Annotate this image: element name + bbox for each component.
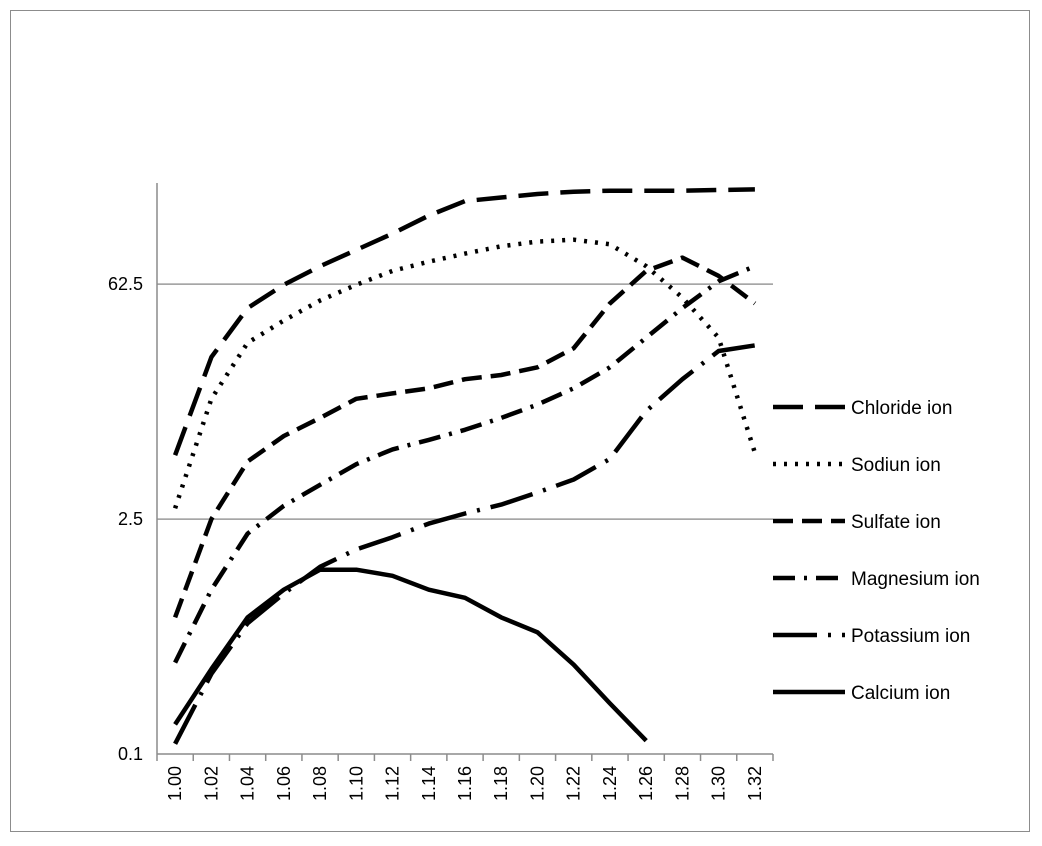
series-lines [172, 187, 758, 745]
series-line-magnesium-ion [173, 264, 756, 664]
legend: Chloride ion Sodiun ion Sulfate ion Magnesi… [773, 398, 980, 704]
series-line-chloride-ion [172, 187, 755, 456]
x-tick-label: 1.20 [527, 766, 547, 801]
series-line-potassium-ion [173, 343, 756, 745]
gridlines [157, 283, 773, 520]
axes: 0.1 2.5 62.5 1.00 1.02 1.04 1.06 1.08 1.10 1.12 1.… [108, 183, 774, 801]
x-tick-label: 1.22 [564, 766, 584, 801]
legend-item: Potassium ion [773, 626, 970, 647]
x-tick-label: 1.12 [383, 766, 403, 801]
x-tick-label: 1.28 [672, 766, 692, 801]
series-line-calcium-ion [173, 567, 648, 743]
legend-label: Sodiun ion [851, 455, 941, 476]
x-tick-label: 1.18 [491, 766, 511, 801]
x-tick-label: 1.00 [165, 766, 185, 801]
series-line-sodiun-ion [172, 237, 758, 510]
chart-frame [10, 10, 1030, 832]
y-tick-label: 2.5 [118, 509, 143, 529]
legend-item: Calcium ion [773, 683, 950, 704]
x-tick-label: 1.16 [455, 766, 475, 801]
legend-label: Magnesium ion [851, 569, 980, 590]
legend-label: Calcium ion [851, 683, 950, 704]
x-tick-label: 1.08 [310, 766, 330, 801]
y-tick-label: 0.1 [118, 744, 143, 764]
y-tick-label: 62.5 [108, 274, 143, 294]
legend-label: Sulfate ion [851, 512, 941, 533]
x-tick-label: 1.30 [709, 766, 729, 801]
x-tick-label: 1.06 [274, 766, 294, 801]
series-line-sulfate-ion [172, 255, 757, 619]
x-tick-label: 1.24 [600, 766, 620, 801]
x-tick-label: 1.26 [636, 766, 656, 801]
x-tick-label: 1.14 [419, 766, 439, 801]
x-tick-label: 1.04 [238, 766, 258, 801]
x-tick-label: 1.10 [346, 766, 366, 801]
legend-item: Sodiun ion [773, 455, 941, 476]
legend-item: Magnesium ion [773, 569, 980, 590]
legend-item: Sulfate ion [773, 512, 941, 533]
legend-label: Chloride ion [851, 398, 952, 419]
legend-item: Chloride ion [773, 398, 952, 419]
legend-label: Potassium ion [851, 626, 970, 647]
x-tick-label: 1.02 [201, 766, 221, 801]
x-tick-label: 1.32 [745, 766, 765, 801]
